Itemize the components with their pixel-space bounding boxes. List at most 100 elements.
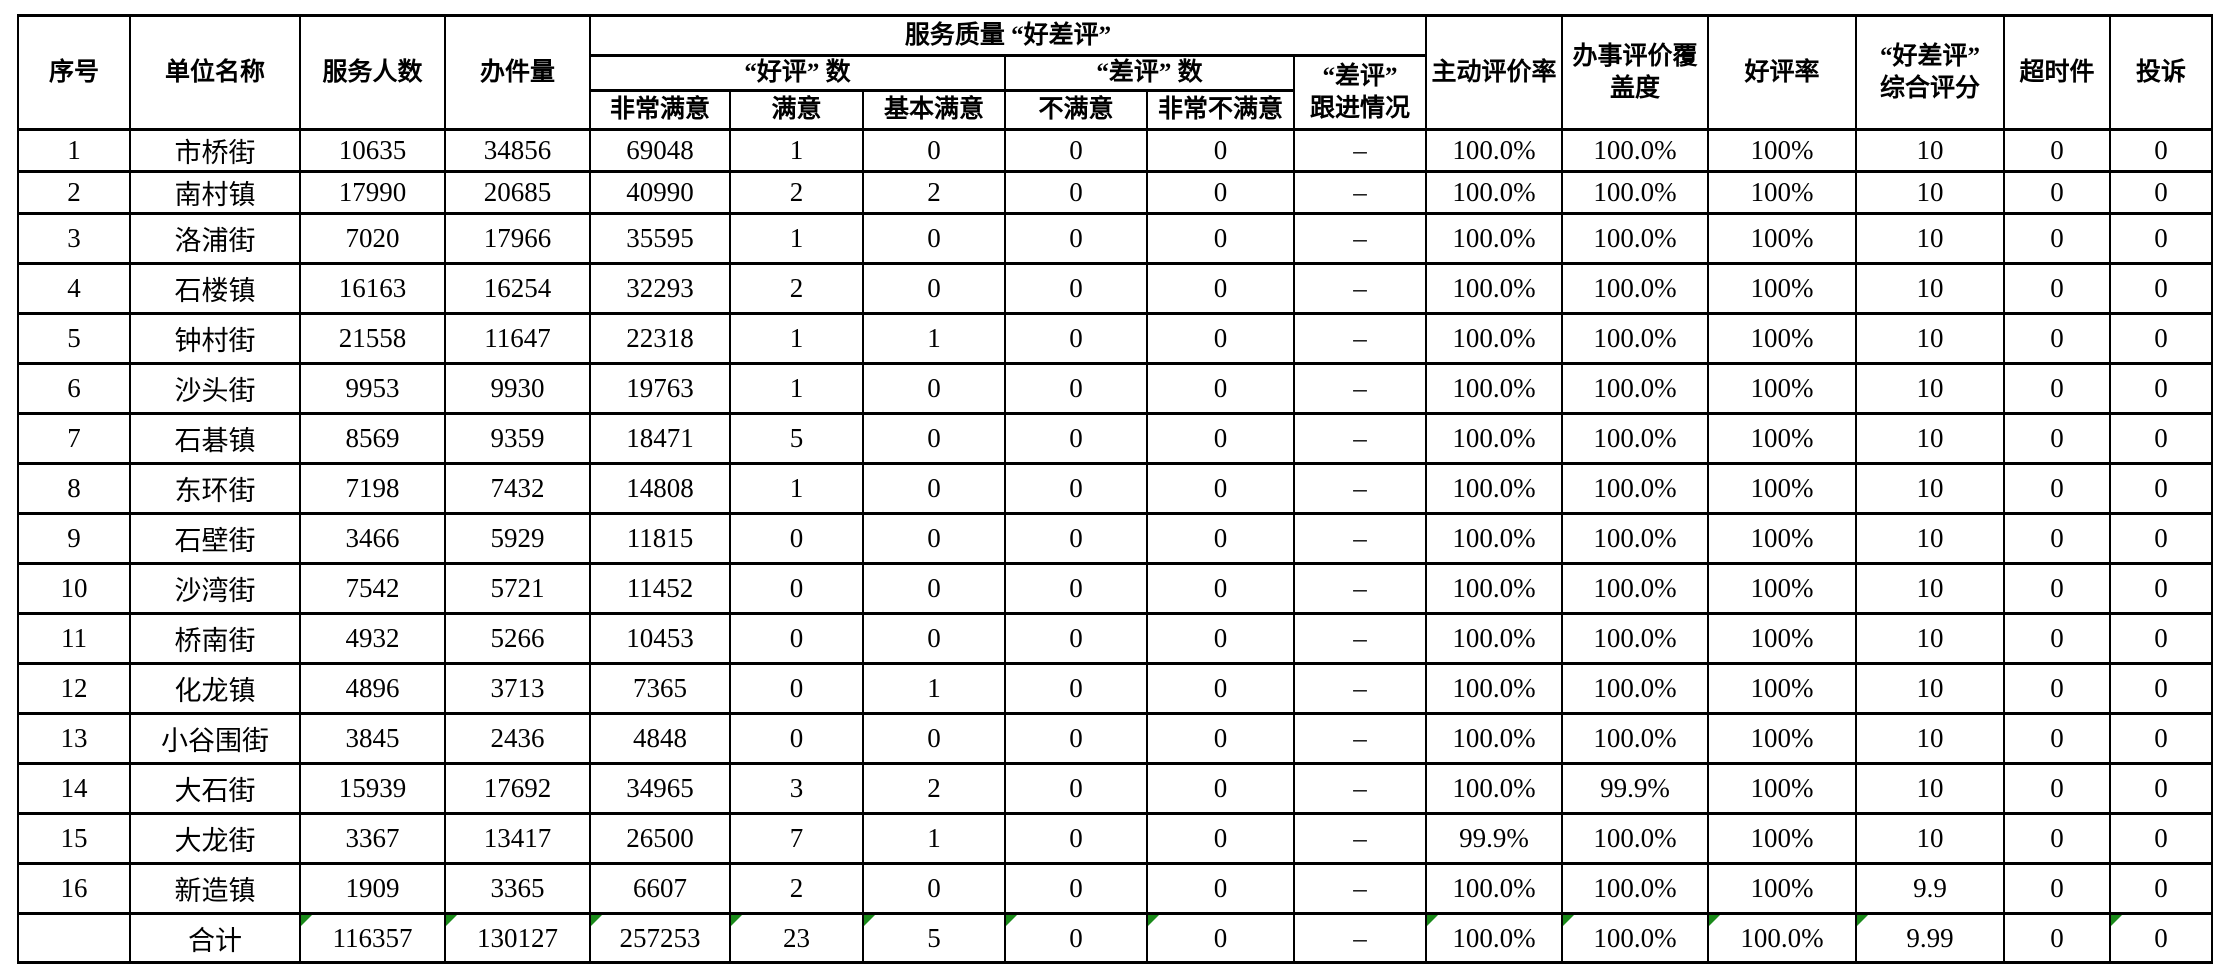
cell[interactable]: 0 (2003, 412, 2112, 465)
cell[interactable]: 0 (2003, 128, 2112, 173)
cell[interactable]: 4 (17, 262, 131, 315)
cell[interactable]: 9359 (444, 412, 591, 465)
header-unit-name[interactable]: 单位名称 (129, 14, 301, 131)
cell[interactable]: 100.0% (1425, 462, 1564, 515)
cell[interactable]: – (1292, 612, 1428, 665)
cell[interactable]: 9.9 (1855, 862, 2006, 915)
cell[interactable]: – (1292, 512, 1428, 565)
cell[interactable]: 11452 (589, 562, 731, 615)
cell[interactable]: 1 (729, 312, 864, 365)
cell[interactable]: 10453 (589, 612, 731, 665)
cell[interactable]: 100.0% (1561, 312, 1710, 365)
cell[interactable]: 0 (2109, 170, 2214, 215)
cell[interactable]: 5 (729, 412, 864, 465)
cell[interactable]: 1 (729, 212, 864, 265)
cell[interactable]: 0 (2109, 812, 2214, 865)
cell[interactable]: 100.0% (1561, 462, 1710, 515)
cell[interactable]: 石楼镇 (129, 262, 301, 315)
total-cell[interactable]: 257253 (589, 912, 731, 964)
cell[interactable]: 小谷围街 (129, 712, 301, 765)
cell[interactable]: – (1292, 762, 1428, 815)
cell[interactable]: 0 (2109, 128, 2214, 173)
cell[interactable]: 100.0% (1425, 662, 1564, 715)
cell[interactable]: 8 (17, 462, 131, 515)
cell[interactable]: 100% (1707, 812, 1858, 865)
cell[interactable]: 10 (1855, 128, 2006, 173)
cell[interactable]: – (1292, 170, 1428, 215)
cell[interactable]: 13 (17, 712, 131, 765)
cell[interactable]: 100.0% (1425, 262, 1564, 315)
cell[interactable]: 1 (729, 462, 864, 515)
cell[interactable]: 19763 (589, 362, 731, 415)
cell[interactable]: 0 (1146, 262, 1295, 315)
header-service-quality[interactable]: 服务质量 “好差评” (588, 14, 1428, 57)
cell[interactable]: 100.0% (1561, 662, 1710, 715)
cell[interactable]: 100.0% (1425, 862, 1564, 915)
cell[interactable]: 100.0% (1561, 212, 1710, 265)
cell[interactable]: 100.0% (1425, 128, 1564, 173)
cell[interactable]: 5929 (444, 512, 591, 565)
cell[interactable]: 22318 (589, 312, 731, 365)
cell[interactable]: 7 (17, 412, 131, 465)
cell[interactable]: 15 (17, 812, 131, 865)
cell[interactable]: 钟村街 (129, 312, 301, 365)
cell[interactable]: 0 (2003, 262, 2112, 315)
cell[interactable]: – (1292, 262, 1428, 315)
total-cell[interactable]: 100.0% (1425, 912, 1564, 964)
cell[interactable]: 0 (1004, 128, 1148, 173)
cell[interactable]: 0 (2109, 312, 2214, 365)
total-cell[interactable]: 100.0% (1707, 912, 1858, 964)
cell[interactable]: 新造镇 (129, 862, 301, 915)
header-good-count[interactable]: “好评” 数 (589, 54, 1006, 92)
cell[interactable]: 0 (2109, 712, 2214, 765)
cell[interactable]: 100% (1707, 412, 1858, 465)
cell[interactable]: 100% (1707, 762, 1858, 815)
cell[interactable]: 100.0% (1561, 362, 1710, 415)
cell[interactable]: 0 (862, 362, 1006, 415)
cell[interactable]: 0 (1146, 170, 1295, 215)
cell[interactable]: 10 (1855, 412, 2006, 465)
cell[interactable]: 14 (17, 762, 131, 815)
cell[interactable]: 40990 (589, 170, 731, 215)
cell[interactable]: 市桥街 (129, 128, 301, 173)
total-cell[interactable]: 0 (1146, 912, 1295, 964)
cell[interactable]: – (1292, 712, 1428, 765)
cell[interactable]: 100% (1707, 512, 1858, 565)
cell[interactable]: 0 (2003, 312, 2112, 365)
cell[interactable]: 2 (17, 170, 131, 215)
cell[interactable]: 18471 (589, 412, 731, 465)
header-active-rate[interactable]: 主动评价率 (1425, 14, 1564, 131)
cell[interactable]: 1 (862, 812, 1006, 865)
cell[interactable]: 0 (729, 562, 864, 615)
cell[interactable]: – (1292, 128, 1428, 173)
cell[interactable]: 2 (862, 170, 1006, 215)
cell[interactable]: 7020 (299, 212, 446, 265)
cell[interactable]: 13417 (444, 812, 591, 865)
cell[interactable]: 69048 (589, 128, 731, 173)
cell[interactable]: 100.0% (1561, 612, 1710, 665)
cell[interactable]: 0 (2003, 362, 2112, 415)
cell[interactable]: 3 (17, 212, 131, 265)
cell[interactable]: 100% (1707, 612, 1858, 665)
total-cell[interactable]: 9.99 (1855, 912, 2006, 964)
cell[interactable]: 10 (1855, 170, 2006, 215)
total-cell[interactable]: 0 (2109, 912, 2214, 964)
cell[interactable]: 0 (1004, 362, 1148, 415)
cell[interactable]: – (1292, 312, 1428, 365)
cell[interactable]: 0 (729, 662, 864, 715)
cell[interactable]: 0 (1004, 170, 1148, 215)
cell[interactable]: 大石街 (129, 762, 301, 815)
cell[interactable]: 0 (2109, 362, 2214, 415)
cell[interactable]: 100.0% (1425, 762, 1564, 815)
total-cell[interactable]: 130127 (444, 912, 591, 964)
cell[interactable]: 0 (2003, 712, 2112, 765)
cell[interactable]: 0 (2003, 212, 2112, 265)
cell[interactable]: 7432 (444, 462, 591, 515)
cell[interactable]: 0 (1004, 262, 1148, 315)
cell[interactable]: 7198 (299, 462, 446, 515)
cell[interactable]: 12 (17, 662, 131, 715)
total-cell[interactable]: 5 (862, 912, 1006, 964)
cell[interactable]: 10 (1855, 462, 2006, 515)
cell[interactable]: 0 (1004, 412, 1148, 465)
cell[interactable]: 100.0% (1425, 170, 1564, 215)
